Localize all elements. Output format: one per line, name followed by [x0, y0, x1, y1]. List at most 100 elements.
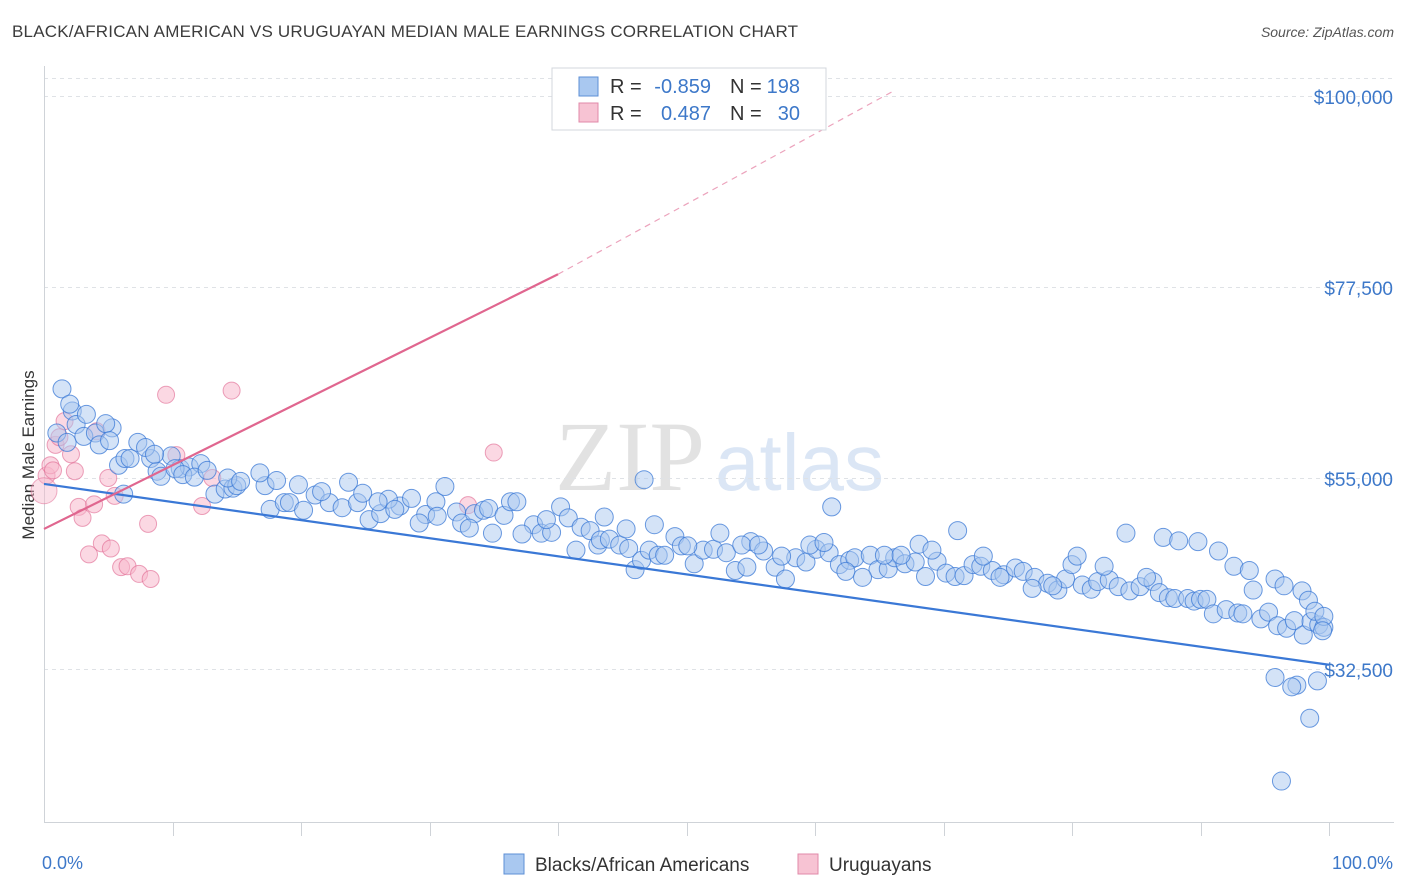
blacks-point — [710, 523, 730, 543]
x-tick-label-start: 0.0% — [42, 853, 83, 873]
blacks-point — [385, 499, 405, 519]
blacks-point — [1282, 677, 1302, 697]
blacks-point — [459, 518, 479, 538]
uruguayans-point — [484, 443, 503, 462]
uruguayans-point — [43, 461, 62, 480]
blacks-point — [368, 492, 388, 512]
blacks-point — [482, 523, 502, 543]
uruguayans-trend-line — [43, 273, 559, 530]
uruguayans-point — [222, 381, 241, 400]
blacks-point — [250, 463, 270, 483]
x-ticks — [173, 822, 1330, 836]
blacks-point — [197, 460, 217, 480]
y-tick-label: $100,000 — [1314, 88, 1393, 109]
trend-lines — [43, 91, 1330, 666]
blacks-point — [353, 483, 373, 503]
uruguayans-point — [79, 545, 98, 564]
legend-n-value-pink: 30 — [778, 103, 800, 125]
y-tick-label: $77,500 — [1324, 279, 1393, 300]
blacks-point — [1116, 523, 1136, 543]
blacks-point — [874, 545, 894, 565]
blacks-point — [409, 513, 429, 533]
uruguayans-point — [101, 539, 120, 558]
blacks-point — [634, 470, 654, 490]
blacks-point — [922, 540, 942, 560]
blacks-point — [231, 471, 251, 491]
legend-r-value-pink: 0.487 — [661, 103, 711, 125]
blacks-point — [536, 510, 556, 530]
blacks-point — [990, 567, 1010, 587]
blacks-point — [57, 432, 77, 452]
chart-title: BLACK/AFRICAN AMERICAN VS URUGUAYAN MEDI… — [12, 22, 799, 41]
uruguayans-point — [99, 469, 118, 487]
blacks-point — [96, 414, 116, 434]
blacks-point — [52, 379, 72, 399]
legend: R = -0.859 N = 198 R = 0.487 N = 30 — [551, 67, 827, 131]
legend-swatch-blue — [578, 76, 599, 97]
blacks-point — [1094, 556, 1114, 576]
legend-swatch-pink — [578, 102, 599, 123]
bottom-legend-label-blue: Blacks/African Americans — [535, 855, 749, 876]
blacks-point — [1307, 671, 1327, 691]
uruguayans-point — [30, 477, 58, 505]
blacks-point — [435, 476, 455, 496]
legend-r-label: R = — [610, 103, 642, 125]
blacks-point — [732, 535, 752, 555]
blacks-point — [1022, 578, 1042, 598]
blacks-point — [145, 444, 165, 464]
bottom-legend-label-pink: Uruguayans — [829, 855, 931, 876]
blacks-point — [507, 492, 527, 512]
blacks-point — [1043, 576, 1063, 596]
blacks-point — [1067, 546, 1087, 566]
blacks-point — [619, 538, 639, 558]
blacks-point — [267, 471, 287, 491]
blacks-point — [655, 545, 675, 565]
blacks-point — [716, 543, 736, 563]
blacks-point — [1208, 541, 1228, 561]
blacks-point — [427, 506, 447, 526]
uruguayans-point — [157, 385, 176, 404]
blacks-point — [1259, 602, 1279, 622]
blacks-point — [948, 521, 968, 541]
blacks-point — [836, 561, 856, 581]
uruguayans-point — [139, 514, 158, 533]
blacks-point — [853, 567, 873, 587]
legend-r-label: R = — [610, 76, 642, 98]
legend-r-value-blue: -0.859 — [654, 76, 711, 98]
bottom-legend-swatch-pink — [797, 853, 819, 875]
blacks-point — [339, 472, 359, 492]
blacks-point — [60, 394, 80, 414]
legend-n-label: N = — [730, 76, 762, 98]
blacks-point — [1313, 621, 1333, 641]
y-axis-title: Median Male Earnings — [19, 370, 38, 539]
blacks-point — [402, 488, 422, 508]
blacks-point — [1153, 527, 1173, 547]
blacks-point — [100, 431, 120, 451]
blacks-point — [1274, 576, 1294, 596]
blacks-point — [737, 557, 757, 577]
blacks-point — [772, 546, 792, 566]
blacks-point — [678, 536, 698, 556]
watermark-zip: ZIP — [555, 401, 705, 512]
uruguayans-trend-extension — [557, 91, 893, 275]
blacks-point — [1239, 561, 1259, 581]
blacks-points — [47, 379, 1334, 791]
blacks-trend-line — [43, 482, 1330, 666]
blacks-point — [684, 554, 704, 574]
blacks-point — [566, 540, 586, 560]
x-tick-label-end: 100.0% — [1332, 853, 1393, 873]
blacks-point — [616, 519, 636, 539]
blacks-point — [644, 515, 664, 535]
blacks-point — [120, 448, 140, 468]
blacks-point — [1137, 567, 1157, 587]
uruguayans-point — [65, 462, 84, 481]
gridlines — [44, 78, 1394, 670]
blacks-point — [775, 569, 795, 589]
blacks-point — [814, 533, 834, 553]
watermark: ZIP atlas — [555, 401, 884, 512]
blacks-point — [312, 482, 332, 502]
blacks-point — [594, 507, 614, 527]
blacks-point — [822, 497, 842, 517]
uruguayans-point — [141, 570, 160, 589]
bottom-legend-swatch-blue — [503, 853, 525, 875]
